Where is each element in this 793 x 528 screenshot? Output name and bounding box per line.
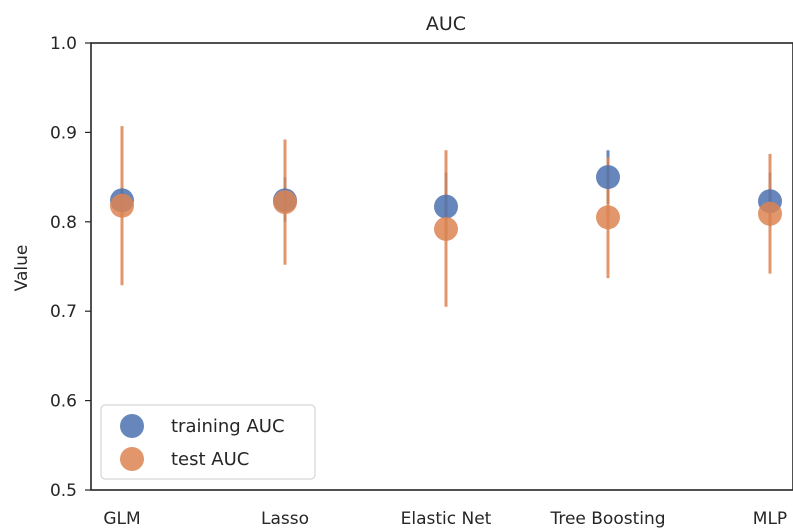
legend-marker-test bbox=[120, 447, 144, 471]
legend-box bbox=[100, 404, 316, 480]
data-point bbox=[596, 165, 620, 190]
chart-marks bbox=[110, 126, 782, 307]
legend-marker-training bbox=[120, 414, 144, 438]
y-axis: 0.5 0.6 0.7 0.8 0.9 1.0 bbox=[50, 34, 91, 501]
x-tick-label: Elastic Net bbox=[401, 509, 492, 528]
y-tick-label: 0.6 bbox=[50, 392, 77, 412]
data-point bbox=[273, 190, 297, 215]
y-tick-label: 0.8 bbox=[50, 213, 77, 233]
plot-frame bbox=[90, 42, 793, 491]
legend-label-test: test AUC bbox=[171, 449, 249, 470]
x-tick-label: Tree Boosting bbox=[549, 509, 665, 528]
x-tick-label: GLM bbox=[103, 509, 140, 528]
y-tick-label: 1.0 bbox=[50, 34, 77, 54]
y-axis-label: Value bbox=[12, 245, 32, 292]
y-tick-label: 0.9 bbox=[50, 123, 77, 143]
x-axis: GLM Lasso Elastic Net Tree Boosting MLP bbox=[103, 509, 787, 528]
y-tick-label: 0.5 bbox=[50, 481, 77, 501]
x-tick-label: MLP bbox=[753, 509, 787, 528]
data-point bbox=[434, 216, 458, 241]
x-tick-label: Lasso bbox=[261, 509, 309, 528]
legend: training AUC test AUC bbox=[100, 404, 316, 480]
chart-title: AUC bbox=[426, 13, 466, 35]
data-point bbox=[110, 193, 134, 218]
data-point bbox=[596, 205, 620, 230]
data-point bbox=[758, 201, 782, 226]
data-point bbox=[434, 194, 458, 219]
y-tick-label: 0.7 bbox=[50, 302, 77, 322]
legend-label-training: training AUC bbox=[171, 416, 285, 437]
